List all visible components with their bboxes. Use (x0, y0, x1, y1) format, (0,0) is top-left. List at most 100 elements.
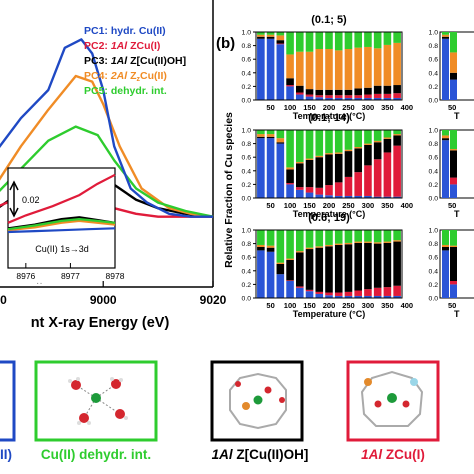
structure-frame-hydr (0, 360, 16, 442)
legend-pc4-rest: Z (127, 70, 137, 82)
x-tick-label: 350 (381, 201, 394, 210)
bar-segment-black (344, 151, 353, 177)
bar-segment-orange (315, 155, 324, 158)
bar-segment-black (305, 159, 314, 188)
bar-segment-orange (286, 167, 294, 170)
partial-y-tick-label: 1.0 (429, 30, 439, 37)
bar-segment-red (296, 286, 304, 288)
bar-segment-orange (276, 35, 285, 41)
structure-label-cui: 1Al ZCu(I) (361, 447, 425, 462)
bar-segment-green (354, 130, 362, 147)
partial-x-tick-label: 50 (448, 103, 456, 112)
bar-segment-green (364, 130, 372, 144)
bar-segment-black (344, 244, 353, 292)
bar-segment-green (325, 32, 333, 49)
bar-segment-orange (334, 243, 343, 245)
bar-segment-red (364, 289, 372, 296)
bar-segment-black (373, 142, 382, 160)
spectra-panel: 8980 9000 9020 nt X-ray Energy (eV) PC1: h… (0, 0, 227, 331)
inset-x-tick-label: 8977 (61, 271, 80, 281)
x-tick-label: 200 (323, 301, 336, 310)
bar-segment-blue (266, 138, 275, 198)
bar-segment-red (305, 94, 314, 97)
bar-segment-red (296, 92, 304, 95)
y-tick-label: 0.2 (242, 182, 252, 189)
partial-bar-segment-orange (442, 34, 449, 37)
bar-segment-blue (393, 196, 401, 198)
bar-segment-green (334, 130, 343, 153)
bar-segment-orange (383, 44, 392, 86)
bar-segment-green (364, 32, 372, 47)
partial-y-tick-label: 0.4 (429, 268, 439, 275)
bar-segment-green (257, 130, 265, 135)
spectrum-line-pc4 (0, 74, 214, 218)
x-tick-label: 250 (342, 301, 355, 310)
bar-segment-black (296, 163, 304, 188)
spectrum-line-pc1 (0, 38, 213, 218)
cui-structure-icon (360, 370, 424, 427)
bar-segment-red (276, 43, 285, 45)
bar-segment-green (393, 32, 401, 43)
bar-segment-black (257, 247, 265, 251)
x-tick-label: 150 (303, 103, 316, 112)
x-axis-label: Temperature (°C) (293, 111, 365, 121)
partial-x-axis-label: T (454, 209, 460, 219)
cuoh-structure-icon (229, 372, 287, 430)
partial-bar-segment-red (450, 281, 457, 285)
partial-y-tick-label: 0.2 (429, 182, 439, 189)
bar-segment-red (286, 183, 294, 185)
x-tick-label: 50 (266, 301, 274, 310)
bar-segment-green (257, 230, 265, 245)
partial-bar-segment-blue (450, 184, 457, 198)
bar-segment-green (296, 130, 304, 162)
bar-segment-red (305, 289, 314, 292)
x-tick-label: 300 (362, 103, 375, 112)
y-tick-label: 0.6 (242, 255, 252, 262)
partial-bar-segment-orange (442, 135, 449, 139)
x-axis-label: Temperature (°C) (293, 309, 365, 319)
bar-segment-orange (364, 241, 372, 243)
bar-segment-blue (325, 97, 333, 100)
bar-segment-green (393, 230, 401, 241)
bar-segment-blue (305, 291, 314, 298)
bar-segment-blue (354, 295, 362, 298)
structure-label-cuoh-rest: Z[Cu(II)OH] (233, 447, 309, 462)
partial-bar-segment-orange (442, 244, 449, 247)
bar-segment-blue (334, 195, 343, 198)
bar-segment-orange (315, 49, 324, 90)
bar-segment-blue (276, 274, 285, 298)
bar-segment-black (393, 135, 401, 146)
bar-segment-green (354, 230, 362, 242)
y-tick-label: 0.2 (242, 282, 252, 289)
bar-segment-black (334, 153, 343, 183)
legend-pc3: PC3: 1Al Z[Cu(II)OH] (84, 55, 186, 67)
bar-segment-blue (305, 192, 314, 198)
legend-pc3-prefix: PC3: (84, 55, 111, 67)
partial-y-tick-label: 0.4 (429, 168, 439, 175)
y-tick-label: 0.8 (242, 241, 252, 248)
bar-segment-orange (344, 49, 353, 90)
bar-segment-red (393, 285, 401, 296)
bar-segment-blue (344, 97, 353, 100)
y-tick-label: 0.4 (242, 70, 252, 77)
bar-segment-black (364, 87, 372, 95)
spectra-x-ticks: 8980 9000 9020 (0, 281, 227, 307)
bar-segment-green (305, 230, 314, 248)
inset-lines (7, 173, 116, 234)
structure-label-cuoh-prefix: 1Al (212, 447, 233, 462)
partial-y-tick-label: 0.2 (429, 282, 439, 289)
bar-segment-orange (276, 262, 285, 264)
bar-segment-blue (305, 96, 314, 100)
partial-y-tick-label: 0.0 (429, 296, 439, 303)
bar-segment-blue (354, 97, 362, 100)
bar-segment-black (296, 85, 304, 93)
bar-segment-orange (276, 138, 285, 143)
bar-segment-blue (344, 195, 353, 198)
x-tick-label: 400 (401, 201, 414, 210)
bar-segment-blue (325, 195, 333, 198)
bar-segment-blue (257, 138, 265, 198)
bar-segment-orange (354, 241, 362, 243)
legend-pc1: PC1: hydr. Cu(II) (84, 25, 166, 37)
bar-segment-orange (393, 42, 401, 86)
partial-bar-segment-black (450, 72, 457, 80)
